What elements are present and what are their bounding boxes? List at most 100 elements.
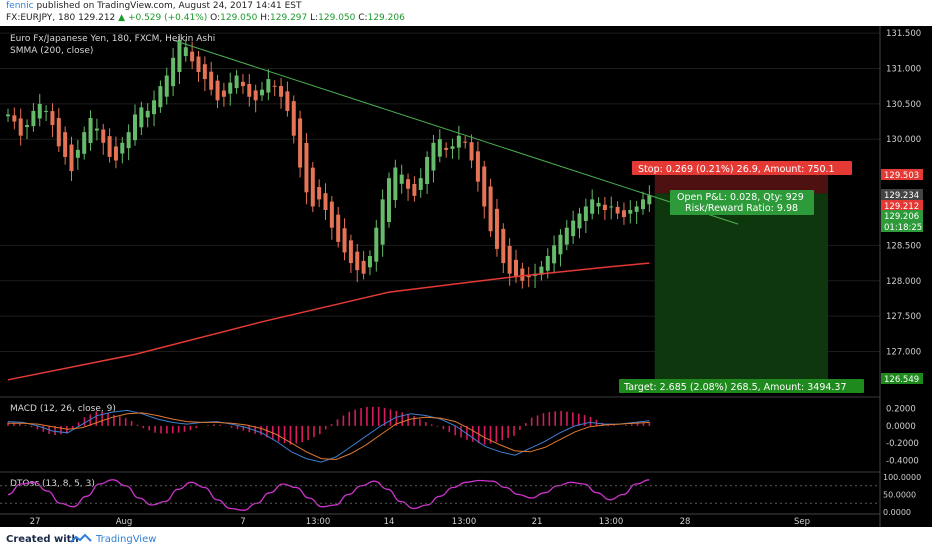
- candle-body: [628, 210, 633, 214]
- candle-body: [88, 118, 93, 143]
- macd-ticks: 0.2000 0.0000 -0.2000 -0.4000: [886, 405, 919, 467]
- chart-svg[interactable]: Stop: 0.269 (0.21%) 26.9, Amount: 750.1 …: [0, 26, 932, 527]
- smma-line: [7, 262, 650, 381]
- candle-body: [450, 146, 455, 149]
- dtosc-ticks: 100.0000 50.0000 0.0000: [0, 473, 921, 517]
- candle-body: [310, 167, 315, 207]
- candle-body: [31, 110, 36, 127]
- candle-body: [101, 129, 106, 143]
- candle-body: [431, 142, 436, 171]
- dtosc-tick-label: 100.0000: [883, 473, 921, 482]
- chart-area[interactable]: Stop: 0.269 (0.21%) 26.9, Amount: 750.1 …: [0, 26, 932, 527]
- countdown-tag: 01:18:25: [881, 221, 923, 233]
- top-price-tag: 129.234: [881, 189, 923, 201]
- candle-body: [240, 81, 245, 87]
- price-tick-label: 130.000: [886, 135, 921, 145]
- candle-body: [50, 111, 55, 126]
- signal-line: [8, 412, 650, 461]
- time-tick-label: 14: [384, 517, 395, 527]
- candle-body: [120, 142, 125, 154]
- candle-body: [393, 167, 398, 201]
- candles: [6, 34, 652, 289]
- time-tick-label: 27: [30, 517, 41, 527]
- grid: [0, 32, 880, 353]
- price-tick-label: 127.000: [886, 348, 921, 358]
- candle-body: [152, 100, 157, 115]
- candle-body: [342, 228, 347, 253]
- candle-body: [215, 80, 220, 101]
- candle-body: [25, 125, 30, 128]
- high-value: 129.297: [270, 13, 308, 23]
- candle-body: [145, 110, 150, 118]
- close-value: 129.206: [367, 13, 405, 23]
- created-with-text: Created with: [6, 534, 79, 545]
- stop-zone: [654, 174, 828, 194]
- countdown-text: 01:18:25: [884, 223, 922, 233]
- price-ticks: 131.500 131.000 130.500 130.000 128.500 128.0…: [886, 29, 921, 357]
- trend-line[interactable]: [172, 39, 739, 225]
- candle-body: [488, 186, 493, 232]
- price-tick-label: 130.500: [886, 100, 921, 110]
- candle-body: [609, 206, 614, 208]
- last-price-tag: 129.212: [881, 200, 923, 212]
- candle-body: [348, 240, 353, 264]
- candle-body: [253, 90, 258, 101]
- time-axis[interactable]: 27 Aug 7 13:00 14 13:00 21 13:00 28 Sep: [30, 517, 810, 527]
- candle-body: [18, 118, 23, 136]
- last-price: 129.212: [78, 13, 116, 23]
- candle-body: [437, 139, 442, 157]
- candle-body: [583, 206, 588, 221]
- candle-body: [202, 64, 207, 80]
- macd-tick-label: -0.2000: [886, 439, 919, 449]
- candle-body: [164, 75, 169, 97]
- candle-body: [367, 256, 372, 268]
- candle-body: [456, 135, 461, 148]
- candle-body: [380, 199, 385, 245]
- time-tick-label: Sep: [794, 517, 810, 527]
- candle-body: [56, 118, 61, 147]
- tradingview-logo-icon: [70, 533, 92, 543]
- candle-body: [355, 251, 360, 271]
- candle-body: [272, 85, 277, 87]
- candle-body: [641, 199, 645, 210]
- candle-body: [113, 146, 118, 161]
- candle-body: [291, 101, 296, 136]
- price-axis[interactable]: [880, 26, 932, 527]
- candle-body: [298, 118, 303, 168]
- stop-price-text: 129.503: [884, 171, 919, 181]
- macd-tick-label: 0.0000: [886, 422, 916, 432]
- candle-body: [621, 210, 626, 218]
- stop-price-tag: 129.503: [881, 169, 923, 181]
- candle-body: [107, 136, 112, 157]
- author-link[interactable]: fennic: [6, 1, 34, 11]
- candle-body: [539, 266, 544, 275]
- candle-body: [323, 193, 328, 210]
- time-tick-label: 7: [240, 517, 245, 527]
- stop-label-text: Stop: 0.269 (0.21%) 26.9, Amount: 750.1: [638, 164, 835, 175]
- candle-body: [615, 206, 620, 214]
- published-text: published on TradingView.com, August 24,…: [36, 1, 302, 11]
- candle-body: [399, 174, 404, 184]
- brand-link[interactable]: TradingView: [96, 534, 157, 545]
- target-label-text: Target: 2.685 (2.08%) 268.5, Amount: 349…: [623, 382, 847, 393]
- up-arrow-icon: ▲: [118, 13, 126, 23]
- candle-body: [304, 142, 309, 193]
- low-label: L:: [310, 13, 319, 23]
- candle-body: [482, 166, 487, 207]
- candle-body: [247, 83, 252, 97]
- macd-legend: MACD (12, 26, close, 9): [10, 404, 116, 414]
- pnl-label: Open P&L: 0.028, Qty: 929 Risk/Reward Ra…: [670, 190, 814, 215]
- top-price-text: 129.234: [884, 191, 919, 201]
- macd-line: [7, 409, 650, 463]
- price-tick-label: 131.500: [886, 29, 921, 39]
- candle-body: [469, 142, 474, 161]
- low-value: 129.050: [318, 13, 356, 23]
- candle-body: [526, 274, 531, 278]
- candle-body: [545, 256, 550, 271]
- candle-body: [463, 141, 468, 143]
- candle-body: [590, 199, 595, 214]
- candle-body: [196, 56, 201, 72]
- time-tick-label: 13:00: [452, 517, 477, 527]
- candle-body: [596, 202, 601, 207]
- candle-body: [336, 214, 341, 242]
